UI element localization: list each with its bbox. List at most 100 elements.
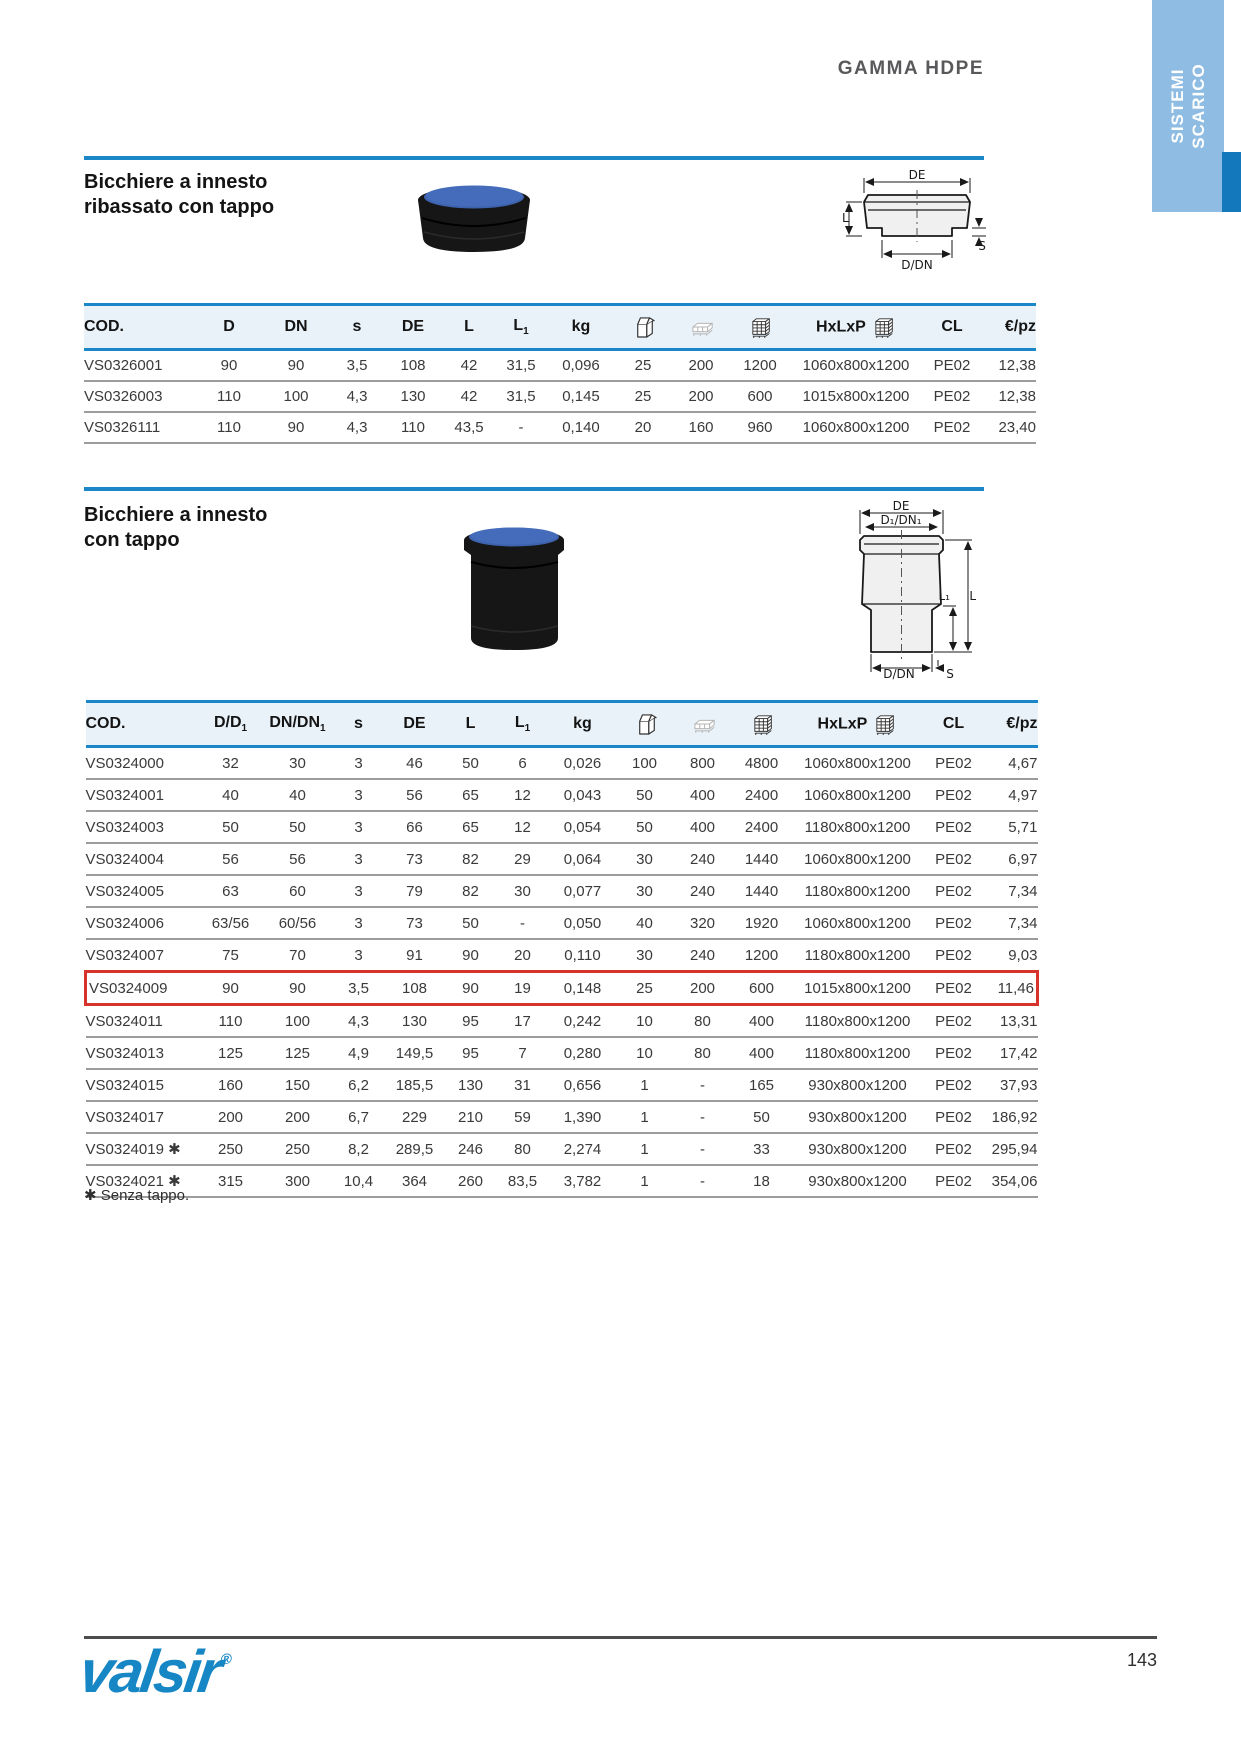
table-cell: 1 xyxy=(615,1133,674,1166)
table-cell: 200 xyxy=(261,1101,334,1134)
table-header-row: COD. D DN s DE L L1 kg HxLxP xyxy=(84,303,1036,351)
table-cell: PE02 xyxy=(923,1069,984,1102)
svg-text:D/DN: D/DN xyxy=(901,258,933,272)
carton-icon-header xyxy=(614,303,672,351)
table-cell: PE02 xyxy=(923,875,984,908)
table-cell: 30 xyxy=(495,875,550,908)
table-cell: VS0324003 xyxy=(85,811,200,844)
table-cell: 0,050 xyxy=(549,907,616,940)
table-cell: 320 xyxy=(673,907,732,940)
table-cell: 30 xyxy=(615,875,674,908)
section-divider xyxy=(84,156,984,160)
table-cell: 0,656 xyxy=(549,1069,616,1102)
table-cell: VS0324017 xyxy=(85,1101,200,1134)
table-cell: VS0324006 xyxy=(85,907,200,940)
table-cell: 50 xyxy=(445,746,496,780)
table-cell: 10 xyxy=(615,1037,674,1070)
table-cell: 200 xyxy=(672,381,730,413)
table-cell: 100 xyxy=(260,381,332,413)
table-cell: 2400 xyxy=(731,811,792,844)
table-cell: 33 xyxy=(731,1133,792,1166)
table-cell: 73 xyxy=(383,907,446,940)
table-cell: 1440 xyxy=(731,843,792,876)
column-header: s xyxy=(333,700,384,748)
table-cell: PE02 xyxy=(923,939,984,973)
table-cell: 110 xyxy=(382,412,444,444)
table-cell: 56 xyxy=(199,843,262,876)
table-cell: 1060x800x1200 xyxy=(790,349,922,382)
table-cell: 40 xyxy=(615,907,674,940)
table-cell: 12 xyxy=(495,779,550,812)
svg-text:DE: DE xyxy=(909,170,926,182)
pallet-layer-icon-header xyxy=(672,303,730,351)
svg-text:L₁: L₁ xyxy=(939,589,951,603)
table-cell: VS0324004 xyxy=(85,843,200,876)
table-cell: 4,9 xyxy=(333,1037,384,1070)
table-row: VS0324006 63/56 60/56 3 73 50-0,050 40 320 1920 1… xyxy=(85,907,1038,940)
table-cell: 7,34 xyxy=(983,875,1038,908)
table-cell: 43,5 xyxy=(444,412,494,444)
page-number: 143 xyxy=(1126,1650,1157,1670)
table-cell: 1060x800x1200 xyxy=(791,907,924,940)
table-cell: 0,096 xyxy=(548,349,614,382)
table-cell: 108 xyxy=(382,349,444,382)
table-cell: VS0324007 xyxy=(85,939,200,973)
table-cell: 90 xyxy=(260,412,332,444)
side-tab-label: SISTEMI SCARICO xyxy=(1167,63,1208,149)
table-cell: 4,97 xyxy=(983,779,1038,812)
column-header: CL xyxy=(923,700,984,748)
table-cell: 25 xyxy=(614,349,672,382)
technical-diagram-ribassato: DE L S D/DN xyxy=(842,170,986,272)
column-header: s xyxy=(332,303,382,351)
table-cell: 3 xyxy=(333,875,384,908)
table-row: VS0324003 50 50 3 66 65 12 0,054 50 400 2400 1180x8… xyxy=(85,811,1038,844)
table-cell: 165 xyxy=(731,1069,792,1102)
table-cell: 3 xyxy=(333,746,384,780)
table-row: VS0324015 160 150 6,2 185,5 130 31 0,656 1-165 93… xyxy=(85,1069,1038,1102)
table-cell: 63/56 xyxy=(199,907,262,940)
table-cell: 200 xyxy=(672,349,730,382)
table-cell: 600 xyxy=(730,381,790,413)
column-header: CL xyxy=(922,303,982,351)
table-cell: PE02 xyxy=(923,907,984,940)
table-cell: VS0326001 xyxy=(84,349,198,382)
column-header: €/pz xyxy=(982,303,1036,351)
table-cell: 185,5 xyxy=(383,1069,446,1102)
table-cell: 1015x800x1200 xyxy=(790,381,922,413)
table-cell: 0,110 xyxy=(549,939,616,973)
table-cell: 30 xyxy=(261,746,334,780)
table-cell: 3 xyxy=(333,907,384,940)
table-cell: 930x800x1200 xyxy=(791,1165,924,1198)
side-tab-sistemi-scarico[interactable]: SISTEMI SCARICO xyxy=(1152,0,1224,212)
table-cell: 56 xyxy=(261,843,334,876)
table-cell: 30 xyxy=(615,939,674,973)
table-cell: 6,2 xyxy=(333,1069,384,1102)
table-cell: 240 xyxy=(673,875,732,908)
table-row: VS0324013 125 125 4,9 149,5 95 7 0,280 10 80 400 11… xyxy=(85,1037,1038,1070)
svg-text:L: L xyxy=(842,211,849,225)
table-cell: 7,34 xyxy=(983,907,1038,940)
table-cell: 1180x800x1200 xyxy=(791,811,924,844)
table-row: VS0324019 ✱ 250 250 8,2 289,5 246 80 2,274 1-33 9… xyxy=(85,1133,1038,1166)
table-cell: 0,054 xyxy=(549,811,616,844)
pallet-stack-icon xyxy=(875,317,893,338)
column-header: COD. xyxy=(85,700,200,748)
table-cell: 25 xyxy=(615,970,674,1006)
table-cell: 130 xyxy=(445,1069,496,1102)
pallet-stack-icon xyxy=(753,714,772,735)
table-cell: 229 xyxy=(383,1101,446,1134)
carton-icon-header xyxy=(615,700,674,748)
table-cell: 95 xyxy=(445,1004,496,1038)
table-cell: 0,242 xyxy=(549,1004,616,1038)
table-cell: 42 xyxy=(444,349,494,382)
table-row: VS0324009 90 90 3,5 108 90 19 0,148 25 200 600 1015… xyxy=(84,970,1039,1006)
table-cell: 315 xyxy=(199,1165,262,1198)
registered-mark: ® xyxy=(219,1651,233,1668)
column-header: DE xyxy=(383,700,446,748)
column-header: L xyxy=(444,303,494,351)
table-cell: 11,46 xyxy=(983,970,1039,1006)
table-cell: 3 xyxy=(333,811,384,844)
table-cell: 0,064 xyxy=(549,843,616,876)
table-bicchiere-con-tappo: COD. D/D1 DN/DN1 s DE L L1 kg H xyxy=(84,700,1039,1198)
table-cell: - xyxy=(673,1133,732,1166)
